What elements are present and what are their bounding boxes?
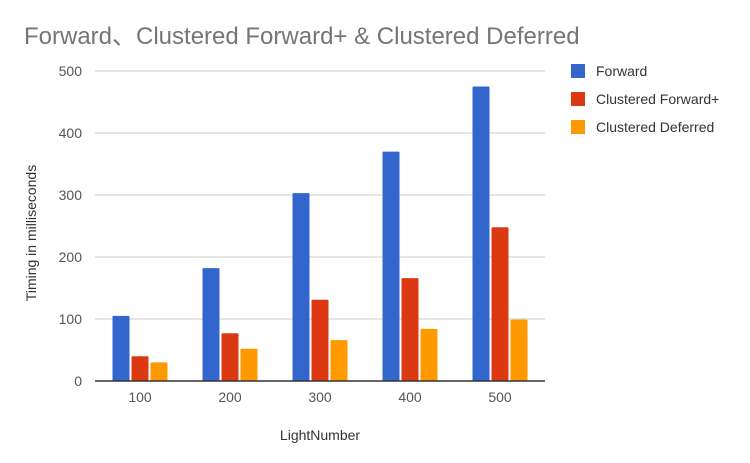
bar-forward-200: [202, 268, 220, 381]
x-tick-label: 400: [398, 389, 422, 405]
bar-forward-500: [472, 86, 490, 381]
bar-clustered-deferred-300: [330, 340, 348, 381]
legend-label: Clustered Forward+: [596, 91, 719, 107]
y-tick-label: 200: [59, 249, 83, 265]
bar-clustered-deferred-500: [510, 319, 528, 381]
y-axis-ticks: 0 100 200 300 400 500: [59, 63, 83, 389]
bar-clustered-forward--200: [221, 333, 239, 381]
bar-clustered-forward--500: [491, 227, 509, 381]
x-tick-label: 300: [308, 389, 332, 405]
y-tick-label: 0: [74, 373, 82, 389]
bar-forward-300: [292, 193, 310, 381]
bar-forward-100: [112, 315, 130, 381]
legend-label: Clustered Deferred: [596, 119, 714, 135]
bars: [112, 86, 528, 381]
bar-forward-400: [382, 151, 400, 381]
y-tick-label: 300: [59, 187, 83, 203]
legend: Forward Clustered Forward+ Clustered Defer…: [571, 63, 719, 135]
legend-swatch: [571, 64, 585, 78]
legend-swatch: [571, 120, 585, 134]
x-tick-label: 100: [128, 389, 152, 405]
gridlines: [95, 70, 545, 320]
legend-swatch: [571, 92, 585, 106]
legend-label: Forward: [596, 63, 647, 79]
bar-clustered-deferred-200: [240, 348, 258, 381]
x-axis-ticks: 100 200 300 400 500: [128, 389, 512, 405]
bar-clustered-forward--400: [401, 278, 419, 381]
bar-clustered-deferred-100: [150, 362, 168, 381]
bar-clustered-deferred-400: [420, 328, 438, 381]
bar-clustered-forward--100: [131, 356, 149, 381]
x-tick-label: 200: [218, 389, 242, 405]
x-axis-label: LightNumber: [280, 427, 360, 443]
y-tick-label: 500: [59, 63, 83, 79]
bar-clustered-forward--300: [311, 299, 329, 381]
y-tick-label: 400: [59, 125, 83, 141]
y-axis-label: Timing in milliseconds: [23, 165, 39, 301]
y-tick-label: 100: [59, 311, 83, 327]
x-tick-label: 500: [488, 389, 512, 405]
chart-title: Forward、Clustered Forward+ & Clustered D…: [24, 23, 580, 50]
